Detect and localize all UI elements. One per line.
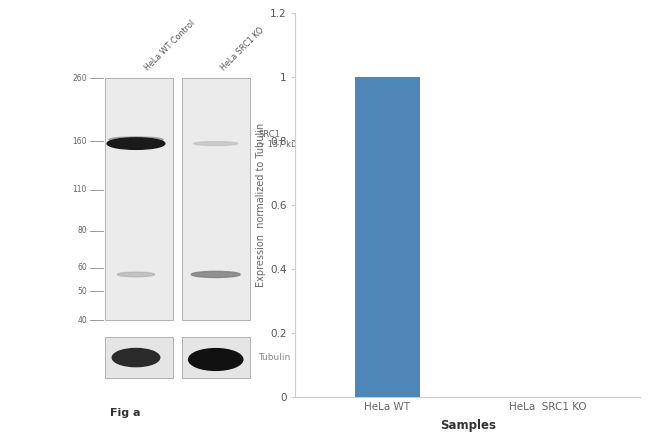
- Text: 260: 260: [73, 74, 87, 83]
- Text: 80: 80: [77, 226, 87, 235]
- Bar: [182, 78, 250, 320]
- Ellipse shape: [112, 348, 160, 366]
- Text: 160: 160: [73, 137, 87, 146]
- X-axis label: Samples: Samples: [440, 419, 496, 432]
- Ellipse shape: [188, 349, 243, 370]
- Text: 50: 50: [77, 287, 87, 296]
- Ellipse shape: [109, 137, 163, 142]
- Text: Fig a: Fig a: [110, 408, 140, 419]
- Ellipse shape: [117, 272, 155, 277]
- Text: 110: 110: [73, 185, 87, 194]
- Bar: [356, 77, 420, 397]
- Text: 40: 40: [77, 316, 87, 325]
- Y-axis label: Expression  normalized to Tubulin: Expression normalized to Tubulin: [255, 123, 266, 287]
- Text: 60: 60: [77, 263, 87, 272]
- Bar: [105, 78, 174, 320]
- Text: HeLa SRC1 KO: HeLa SRC1 KO: [219, 26, 266, 73]
- Bar: [105, 337, 174, 377]
- Text: SRC1
~ 157 kDa: SRC1 ~ 157 kDa: [258, 130, 303, 149]
- Ellipse shape: [194, 142, 238, 146]
- Ellipse shape: [107, 138, 165, 149]
- Ellipse shape: [191, 271, 240, 277]
- Text: HeLa WT Control: HeLa WT Control: [143, 19, 196, 73]
- Bar: [182, 337, 250, 377]
- Text: Tubulin: Tubulin: [258, 353, 291, 362]
